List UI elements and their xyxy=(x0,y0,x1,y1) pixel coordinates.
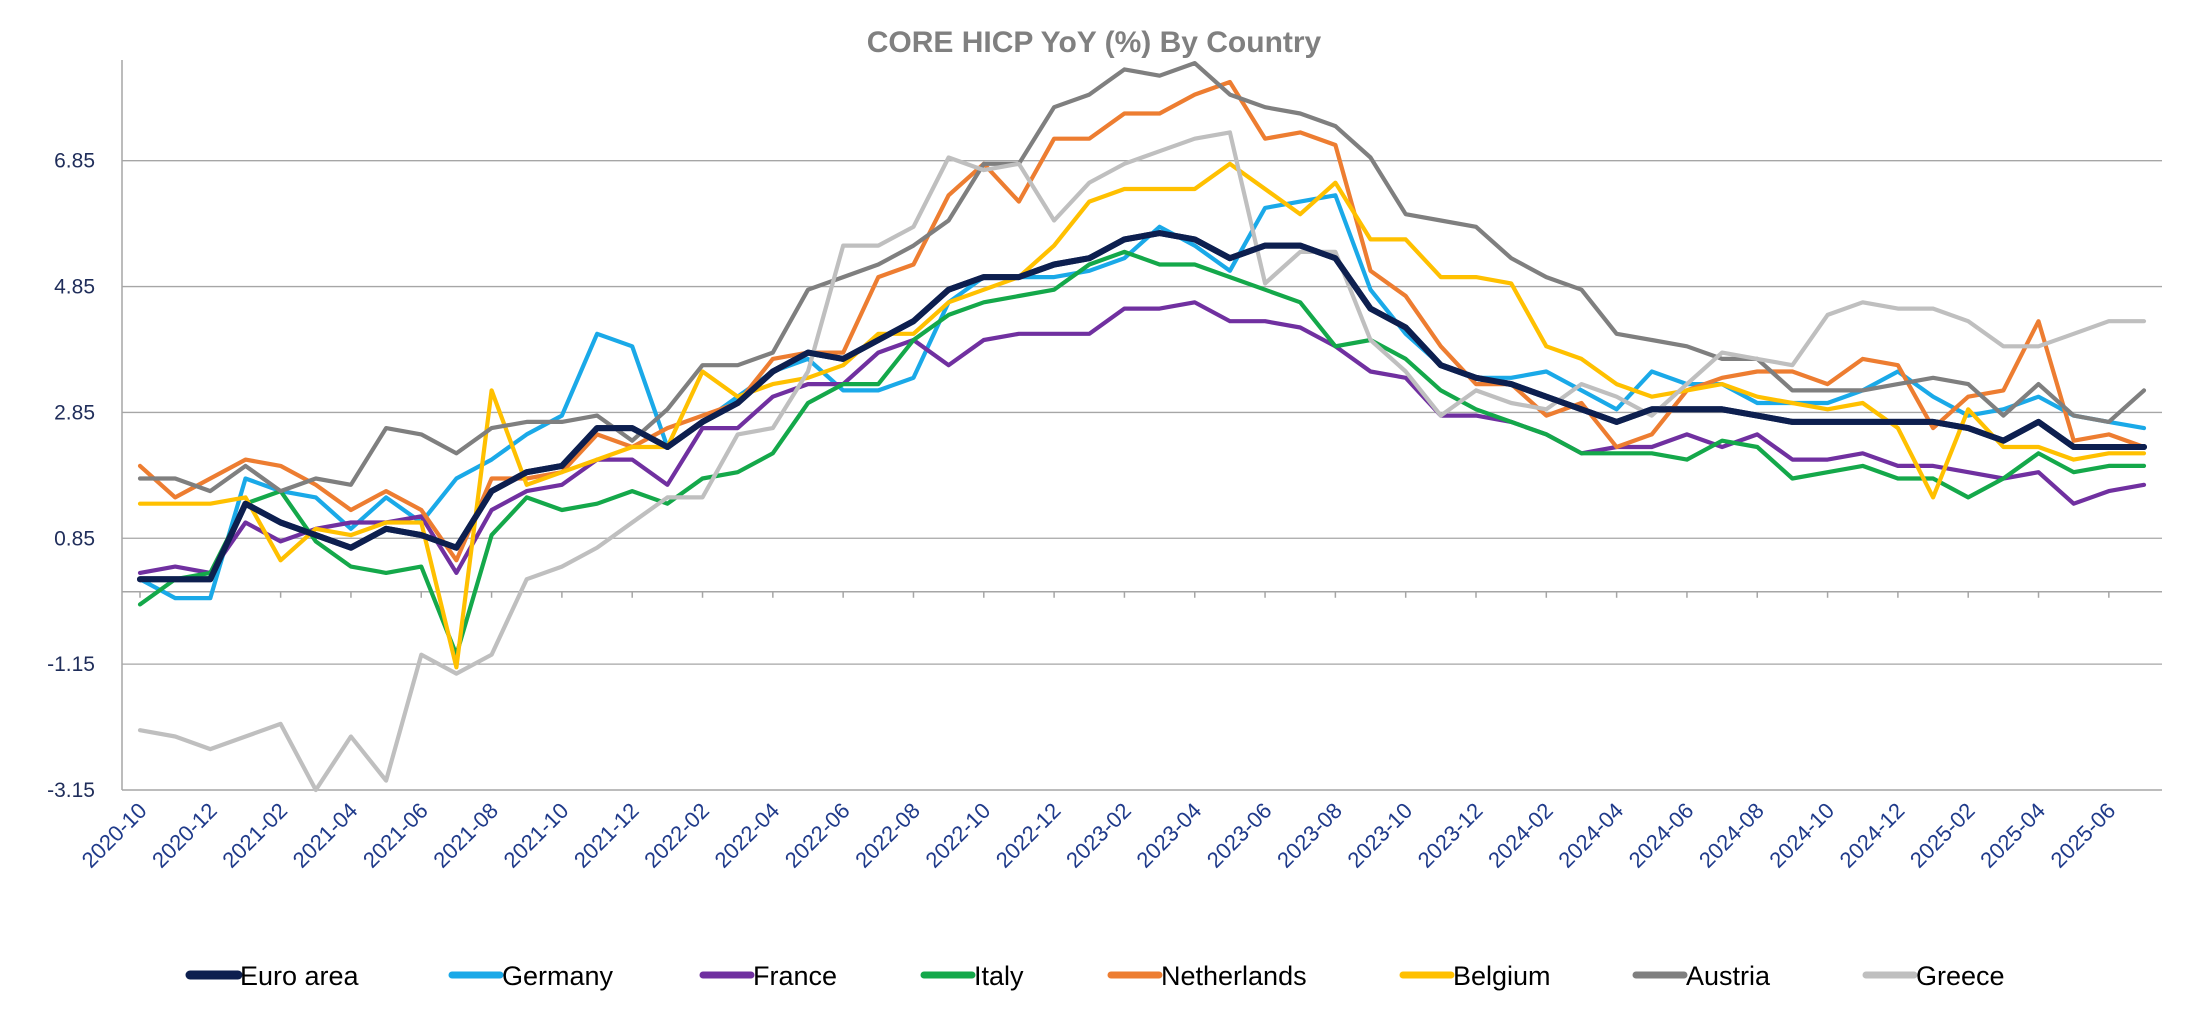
y-tick-label: 6.85 xyxy=(54,150,95,173)
legend-label: France xyxy=(753,961,837,991)
series-line-netherlands xyxy=(137,79,2147,563)
x-axis-tick-labels: 2020-102020-122021-022021-042021-062021-… xyxy=(77,798,2121,873)
x-tick-label: 2024-08 xyxy=(1694,798,1769,873)
x-tick-label: 2023-06 xyxy=(1202,798,1277,873)
legend-item-euro-area: Euro area xyxy=(185,961,360,991)
legend-item-france: France xyxy=(699,961,837,991)
y-tick-label: -3.15 xyxy=(47,779,95,802)
x-tick-label: 2022-10 xyxy=(921,798,996,873)
x-tick-label: 2024-04 xyxy=(1553,798,1628,873)
legend-label: Germany xyxy=(502,961,614,991)
x-tick-label: 2022-04 xyxy=(710,798,785,873)
legend-label: Italy xyxy=(974,961,1024,991)
x-tick-label: 2021-12 xyxy=(569,798,644,873)
y-tick-label: 4.85 xyxy=(54,276,95,299)
legend-label: Euro area xyxy=(240,961,360,991)
axes xyxy=(121,60,2162,791)
y-tick-label: 2.85 xyxy=(54,401,95,424)
series-line-germany xyxy=(137,193,2147,601)
legend-item-greece: Greece xyxy=(1862,961,2005,991)
legend-label: Greece xyxy=(1916,961,2005,991)
y-tick-label: 0.85 xyxy=(54,527,95,550)
x-tick-label: 2021-02 xyxy=(217,798,292,873)
x-tick-label: 2025-04 xyxy=(1975,798,2050,873)
x-tick-label: 2023-02 xyxy=(1061,798,1136,873)
legend-label: Netherlands xyxy=(1161,961,1307,991)
x-tick-label: 2021-04 xyxy=(288,798,363,873)
x-tick-label: 2025-06 xyxy=(2046,798,2121,873)
x-tick-label: 2023-08 xyxy=(1272,798,1347,873)
legend-item-italy: Italy xyxy=(920,961,1024,991)
x-tick-label: 2024-02 xyxy=(1483,798,1558,873)
series-lines xyxy=(137,61,2147,793)
legend: Euro area Germany France Italy Netherlands Be… xyxy=(185,961,2005,991)
x-tick-label: 2023-12 xyxy=(1413,798,1488,873)
x-tick-label: 2022-02 xyxy=(639,798,714,873)
legend-item-belgium: Belgium xyxy=(1399,961,1551,991)
x-tick-label: 2024-12 xyxy=(1835,798,1910,873)
x-tick-label: 2022-12 xyxy=(991,798,1066,873)
series-line-austria xyxy=(137,61,2147,494)
x-tick-label: 2020-10 xyxy=(77,798,152,873)
x-tick-label: 2021-06 xyxy=(358,798,433,873)
series-line-italy xyxy=(137,249,2147,657)
legend-label: Belgium xyxy=(1453,961,1551,991)
series-line-belgium xyxy=(137,161,2147,670)
x-tick-label: 2024-06 xyxy=(1624,798,1699,873)
x-tick-label: 2023-04 xyxy=(1131,798,1206,873)
x-tick-label: 2020-12 xyxy=(147,798,222,873)
series-line-france xyxy=(137,300,2147,575)
y-axis-tick-labels: -3.15 -1.15 0.85 2.85 4.85 6.85 xyxy=(47,150,95,802)
x-tick-label: 2022-06 xyxy=(780,798,855,873)
legend-item-netherlands: Netherlands xyxy=(1107,961,1307,991)
legend-item-austria: Austria xyxy=(1632,961,1771,991)
series-line-euro-area-overlay xyxy=(137,230,2147,583)
x-tick-label: 2022-08 xyxy=(850,798,925,873)
chart-title: CORE HICP YoY (%) By Country xyxy=(867,26,1322,59)
x-tick-label: 2024-10 xyxy=(1764,798,1839,873)
series-line-greece xyxy=(137,130,2147,793)
x-tick-label: 2021-08 xyxy=(428,798,503,873)
legend-label: Austria xyxy=(1686,961,1771,991)
x-tick-label: 2025-02 xyxy=(1905,798,1980,873)
x-tick-label: 2021-10 xyxy=(499,798,574,873)
x-tick-label: 2023-10 xyxy=(1342,798,1417,873)
y-tick-label: -1.15 xyxy=(47,653,95,676)
legend-item-germany: Germany xyxy=(448,961,614,991)
